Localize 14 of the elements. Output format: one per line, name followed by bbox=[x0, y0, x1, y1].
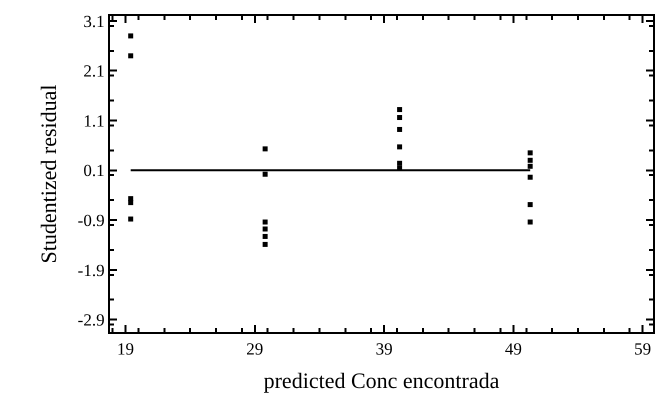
y-tick-label: 2.1 bbox=[83, 62, 105, 81]
y-tick-label: 3.1 bbox=[83, 12, 105, 31]
y-tick-label: -1.9 bbox=[78, 260, 105, 280]
y-axis-title: Studentized residual bbox=[36, 84, 61, 264]
x-tick-label: 39 bbox=[376, 339, 393, 358]
y-tick-label: 0.1 bbox=[83, 161, 105, 180]
x-tick-label: 19 bbox=[117, 339, 134, 358]
x-tick-label: 49 bbox=[504, 339, 522, 358]
x-tick-label: 29 bbox=[246, 339, 264, 358]
y-tick-label: -2.9 bbox=[78, 310, 105, 330]
y-tick-label: 1.1 bbox=[83, 111, 105, 130]
x-axis-title: predicted Conc encontrada bbox=[264, 368, 500, 393]
y-tick-label: -0.9 bbox=[78, 210, 105, 230]
x-tick-label: 59 bbox=[634, 339, 652, 358]
